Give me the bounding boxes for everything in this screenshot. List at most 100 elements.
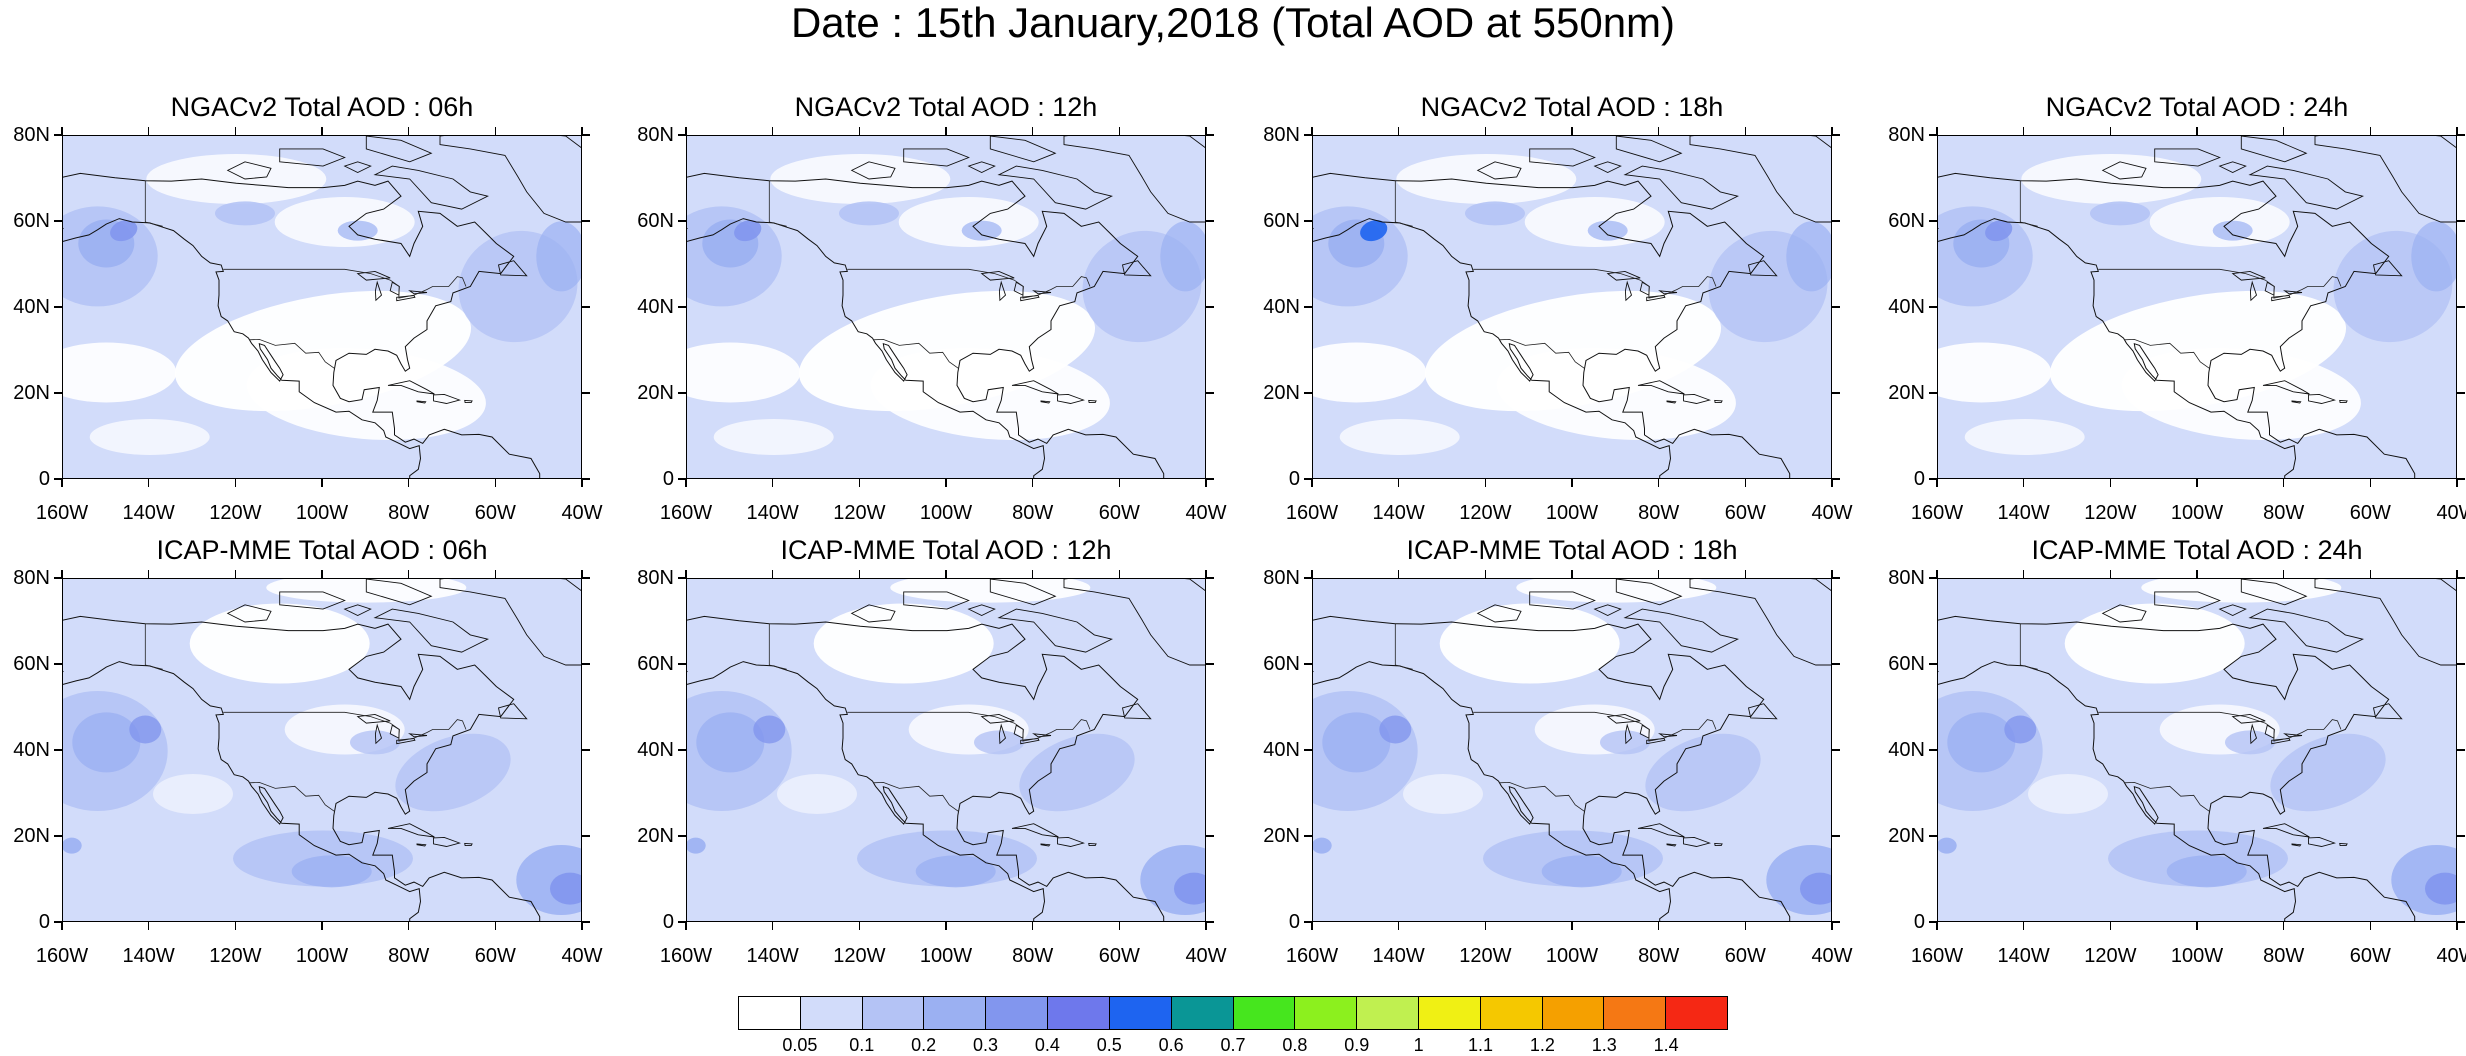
lat-tick bbox=[1206, 306, 1214, 308]
country-borders bbox=[144, 623, 467, 812]
colorbar-label: 0.9 bbox=[1344, 1035, 1370, 1055]
lat-tick bbox=[2457, 835, 2465, 837]
colorbar-label: 0.4 bbox=[1034, 1035, 1060, 1055]
lat-tick bbox=[2457, 921, 2465, 923]
lon-label: 160W bbox=[1285, 945, 1339, 967]
lon-tick bbox=[2282, 570, 2285, 578]
lon-tick bbox=[2369, 479, 2372, 487]
lat-label: 80N bbox=[13, 124, 50, 146]
aod-map bbox=[1312, 135, 1832, 479]
lat-tick bbox=[54, 921, 62, 923]
lon-tick bbox=[2022, 127, 2025, 135]
panel-title: ICAP-MME Total AOD : 06h bbox=[156, 535, 488, 565]
lon-tick bbox=[771, 479, 774, 487]
lat-tick bbox=[1832, 220, 1840, 222]
lat-label: 60N bbox=[1263, 653, 1300, 675]
aod-field bbox=[1938, 579, 2456, 921]
colorbar-label: 1 bbox=[1413, 1035, 1424, 1055]
lon-label: 60W bbox=[474, 945, 516, 967]
lon-label: 80W bbox=[1638, 945, 1680, 967]
lon-tick bbox=[1031, 479, 1034, 487]
lon-label: 160W bbox=[659, 945, 713, 967]
lon-tick bbox=[2022, 570, 2025, 578]
lat-tick bbox=[54, 306, 62, 308]
lat-tick bbox=[1929, 749, 1937, 751]
lon-tick bbox=[945, 922, 947, 930]
lon-label: 80W bbox=[388, 945, 430, 967]
lon-tick bbox=[945, 479, 947, 487]
lon-label: 80W bbox=[1012, 502, 1054, 524]
lat-tick bbox=[1304, 306, 1312, 308]
lat-tick bbox=[582, 220, 590, 222]
lat-label: 80N bbox=[1888, 124, 1925, 146]
lon-label: 140W bbox=[746, 945, 799, 967]
lat-tick bbox=[2457, 220, 2465, 222]
aod-map bbox=[1937, 578, 2457, 922]
lat-tick bbox=[1206, 478, 1214, 480]
lat-tick bbox=[1304, 663, 1312, 665]
lon-label: 60W bbox=[474, 502, 516, 524]
lat-tick bbox=[1929, 921, 1937, 923]
lon-tick bbox=[581, 570, 583, 578]
lon-tick bbox=[1484, 479, 1487, 487]
lon-tick bbox=[1744, 127, 1747, 135]
lat-tick bbox=[582, 663, 590, 665]
lat-tick bbox=[1832, 392, 1840, 394]
lat-label: 20N bbox=[637, 825, 674, 847]
lon-tick bbox=[858, 922, 861, 930]
lon-tick bbox=[1936, 570, 1938, 578]
lon-label: 140W bbox=[1372, 945, 1425, 967]
lon-tick bbox=[321, 479, 323, 487]
colorbar-swatch bbox=[739, 997, 801, 1029]
aod-map bbox=[62, 578, 582, 922]
lat-tick bbox=[1304, 835, 1312, 837]
lon-tick bbox=[234, 127, 237, 135]
lat-tick bbox=[2457, 392, 2465, 394]
lon-tick bbox=[1484, 922, 1487, 930]
lon-tick bbox=[1571, 922, 1573, 930]
lat-label: 80N bbox=[1263, 124, 1300, 146]
lon-tick bbox=[1657, 127, 1660, 135]
lat-tick bbox=[678, 749, 686, 751]
colorbar-swatch bbox=[1480, 997, 1543, 1029]
lat-tick bbox=[54, 220, 62, 222]
lat-tick bbox=[1929, 134, 1937, 136]
lon-tick bbox=[494, 127, 497, 135]
lon-label: 120W bbox=[209, 945, 262, 967]
lat-tick bbox=[678, 921, 686, 923]
lat-tick bbox=[1206, 577, 1214, 579]
lat-label: 0 bbox=[38, 468, 50, 490]
lat-tick bbox=[1832, 134, 1840, 136]
country-borders bbox=[2019, 180, 2342, 369]
lon-label: 140W bbox=[1372, 502, 1425, 524]
lon-label: 80W bbox=[388, 502, 430, 524]
lat-tick bbox=[2457, 134, 2465, 136]
lon-label: 40W bbox=[2436, 502, 2466, 524]
lon-tick bbox=[61, 479, 63, 487]
colorbar-swatch bbox=[1357, 997, 1419, 1029]
lat-label: 80N bbox=[637, 124, 674, 146]
lat-tick bbox=[2457, 749, 2465, 751]
lon-label: 40W bbox=[1811, 945, 1853, 967]
lon-label: 160W bbox=[1910, 502, 1964, 524]
lat-label: 20N bbox=[13, 382, 50, 404]
map-panel: NGACv2 Total AOD : 18h 80N 60N 40N 20N 0 160W 1… bbox=[1263, 92, 1852, 523]
lat-label: 80N bbox=[1263, 567, 1300, 589]
lon-tick bbox=[2369, 922, 2372, 930]
country-borders bbox=[1394, 180, 1717, 369]
aod-shading bbox=[63, 579, 581, 921]
lon-label: 100W bbox=[919, 945, 973, 967]
aod-field bbox=[1313, 136, 1831, 478]
map-panel: NGACv2 Total AOD : 24h 80N 60N 40N 20N 0 160W 1… bbox=[1888, 92, 2466, 523]
lon-tick bbox=[147, 479, 150, 487]
colorbar-label: 0.2 bbox=[911, 1035, 937, 1055]
colorbar-label: 0.8 bbox=[1282, 1035, 1308, 1055]
lon-tick bbox=[1571, 127, 1573, 135]
lon-label: 140W bbox=[1997, 945, 2050, 967]
lon-label: 100W bbox=[295, 945, 349, 967]
lon-tick bbox=[2109, 127, 2112, 135]
lat-tick bbox=[582, 134, 590, 136]
colorbar-swatch bbox=[1666, 997, 1727, 1029]
lat-tick bbox=[1832, 835, 1840, 837]
colorbar-label: 1.3 bbox=[1591, 1035, 1617, 1055]
